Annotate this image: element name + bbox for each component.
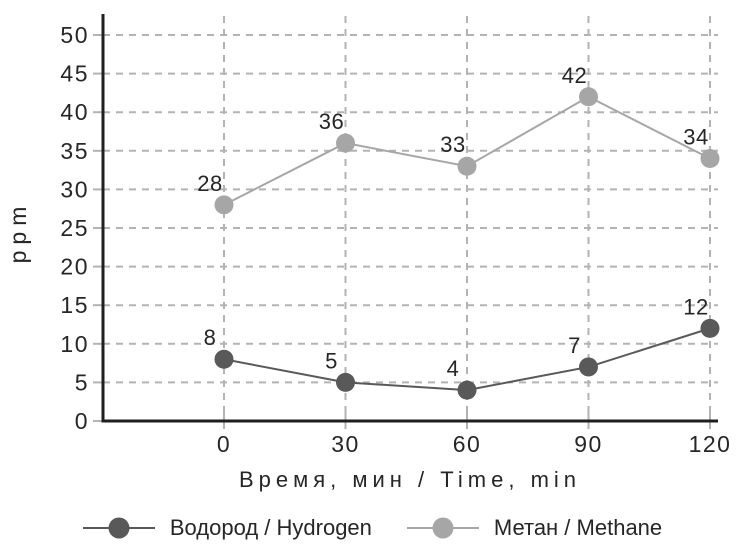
x-axis-title: Время, мин / Time, min: [239, 467, 581, 492]
hydrogen-point-marker: [336, 372, 355, 392]
y-axis-title: ppm: [5, 201, 31, 264]
methane-point-label: 42: [562, 63, 587, 88]
hydrogen-point-marker: [700, 318, 720, 338]
y-tick-label: 40: [60, 99, 89, 125]
y-tick-label: 5: [75, 369, 89, 395]
methane-point-marker: [336, 133, 355, 153]
series-layer: [214, 87, 720, 400]
methane-point-label: 28: [197, 171, 222, 196]
methane-point-label: 33: [440, 132, 465, 157]
legend-item-methane: Метан / Methane: [406, 515, 662, 541]
hydrogen-point-label: 5: [325, 348, 338, 373]
grid-layer: [103, 16, 718, 421]
axis-layer: [93, 14, 718, 429]
y-tick-label: 35: [60, 138, 89, 164]
hydrogen-point-label: 4: [447, 356, 460, 381]
hydrogen-point-label: 7: [568, 333, 581, 358]
hydrogen-point-marker: [579, 357, 598, 377]
point-label-layer: 8 5 4 7 12 28 36 33 42 34: [197, 63, 708, 381]
y-tick-label: 0: [75, 408, 89, 434]
x-tick-label: 120: [689, 431, 732, 457]
hydrogen-legend-marker-icon: [82, 517, 155, 539]
methane-point-label: 36: [319, 109, 344, 134]
methane-point-marker: [579, 87, 598, 107]
y-tick-label: 50: [60, 22, 89, 48]
x-tick-label: 60: [453, 431, 482, 457]
y-tick-label: 20: [60, 254, 89, 280]
hydrogen-point-label: 12: [683, 294, 708, 319]
x-tick-label: 0: [217, 431, 231, 457]
x-tick-label: 90: [574, 431, 603, 457]
methane-legend-marker-icon: [406, 517, 479, 539]
y-tick-label: 30: [60, 176, 89, 202]
legend-label-hydrogen: Водород / Hydrogen: [169, 515, 372, 540]
methane-point-marker: [700, 149, 720, 169]
hydrogen-point-marker: [214, 349, 234, 369]
legend-item-hydrogen: Водород / Hydrogen: [82, 515, 372, 541]
methane-point-marker: [214, 195, 234, 215]
legend: Водород / Hydrogen Метан / Methane: [0, 506, 744, 550]
y-tick-label: 15: [60, 292, 89, 318]
y-tick-label: 10: [60, 331, 89, 357]
methane-point-marker: [457, 156, 477, 176]
x-tick-label: 30: [331, 431, 360, 457]
legend-label-methane: Метан / Methane: [493, 515, 663, 540]
y-tick-label: 25: [60, 215, 89, 241]
methane-point-label: 34: [683, 125, 708, 150]
y-tick-label: 45: [60, 61, 89, 87]
hydrogen-point-marker: [457, 380, 477, 400]
hydrogen-point-label: 8: [204, 325, 217, 350]
